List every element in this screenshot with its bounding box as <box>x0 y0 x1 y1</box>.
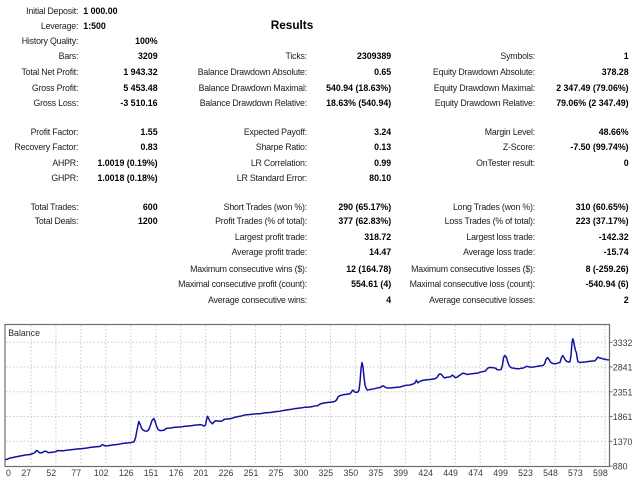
svg-text:325: 325 <box>318 468 333 478</box>
svg-text:0: 0 <box>6 468 11 478</box>
svg-text:474: 474 <box>468 468 483 478</box>
svg-text:201: 201 <box>194 468 209 478</box>
svg-text:499: 499 <box>493 468 508 478</box>
svg-text:300: 300 <box>294 468 309 478</box>
svg-text:2841: 2841 <box>613 363 633 373</box>
svg-text:424: 424 <box>418 468 433 478</box>
svg-text:573: 573 <box>568 468 583 478</box>
svg-text:523: 523 <box>518 468 533 478</box>
svg-text:275: 275 <box>269 468 284 478</box>
svg-text:27: 27 <box>21 468 31 478</box>
svg-text:449: 449 <box>443 468 458 478</box>
svg-text:52: 52 <box>46 468 56 478</box>
svg-text:880: 880 <box>613 462 628 472</box>
svg-text:548: 548 <box>543 468 558 478</box>
svg-text:Balance: Balance <box>8 328 40 338</box>
svg-text:251: 251 <box>244 468 259 478</box>
svg-text:126: 126 <box>119 468 134 478</box>
svg-text:151: 151 <box>144 468 159 478</box>
svg-text:1861: 1861 <box>613 412 633 422</box>
svg-text:3332: 3332 <box>613 338 633 348</box>
svg-text:375: 375 <box>368 468 383 478</box>
svg-text:399: 399 <box>393 468 408 478</box>
svg-text:2351: 2351 <box>613 387 633 397</box>
svg-text:226: 226 <box>219 468 234 478</box>
svg-text:176: 176 <box>169 468 184 478</box>
svg-text:598: 598 <box>593 468 608 478</box>
svg-text:350: 350 <box>343 468 358 478</box>
svg-text:1370: 1370 <box>613 437 633 447</box>
svg-text:102: 102 <box>94 468 109 478</box>
svg-text:77: 77 <box>71 468 81 478</box>
